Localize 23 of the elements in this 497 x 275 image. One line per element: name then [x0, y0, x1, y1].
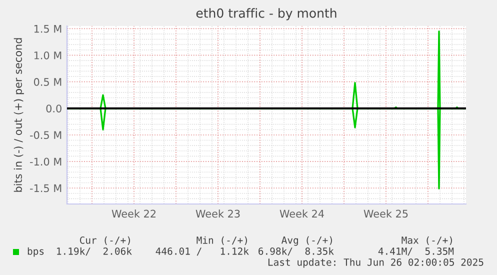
text: 1.19k/ 2.06k: [57, 247, 132, 256]
text: 4.41M/ 5.35M: [378, 247, 454, 256]
chart-title: eth0 traffic - by month: [196, 8, 336, 20]
x-tick-label: Week 22: [112, 210, 156, 218]
y-tick-label: 0.5 M: [34, 78, 62, 86]
text: Avg (-/+): [282, 236, 332, 246]
y-tick-label: -1.0 M: [30, 158, 62, 166]
x-tick-label: Week 25: [364, 210, 408, 218]
text: 6.98k/ 8.35k: [258, 247, 334, 256]
text: Min (-/+): [196, 236, 247, 245]
text: Max (-/+): [402, 236, 452, 245]
y-tick-label: 1.0 M: [34, 51, 62, 60]
x-tick-label: Week 23: [196, 210, 240, 218]
text: Last update: Thu Jun 26 02:00:05 2025: [268, 258, 484, 268]
y-tick-label: 0.0: [46, 104, 62, 112]
legend-label: bps: [28, 247, 44, 257]
y-tick-label: -1.5 M: [30, 184, 62, 192]
y-tick-label: 1.5 M: [34, 25, 62, 33]
y-tick-label: -0.5 M: [30, 131, 62, 140]
text: Cur (-/+): [80, 236, 130, 245]
x-tick-label: Week 24: [280, 210, 324, 218]
y-axis-title: bits in (-) / out (+) per second: [14, 38, 24, 192]
text: 446.01 / 1.12k: [156, 247, 249, 256]
